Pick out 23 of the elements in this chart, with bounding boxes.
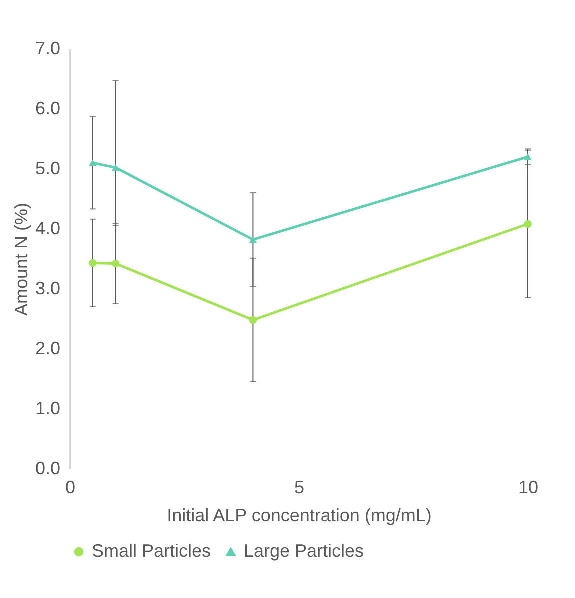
legend-label: Large Particles xyxy=(244,541,364,561)
y-tick-label: 7.0 xyxy=(35,38,60,58)
y-tick-label: 2.0 xyxy=(35,338,60,358)
y-tick-label: 1.0 xyxy=(35,398,60,418)
point xyxy=(89,259,97,268)
x-axis-title: Initial ALP concentration (mg/mL) xyxy=(167,506,432,526)
y-tick-label: 5.0 xyxy=(35,158,60,178)
point xyxy=(524,220,532,228)
point xyxy=(112,164,120,172)
y-axis-title: Amount N (%) xyxy=(11,202,32,316)
point xyxy=(249,236,258,244)
y-tick-label: 0.0 xyxy=(35,458,60,478)
point xyxy=(112,260,120,268)
x-tick-label: 5 xyxy=(294,478,305,498)
point xyxy=(89,160,97,166)
legend-label: Small Particles xyxy=(92,541,212,561)
point xyxy=(249,316,258,324)
y-tick-label: 4.0 xyxy=(35,218,60,238)
y-tick-label: 6.0 xyxy=(35,98,60,118)
x-tick-label: 10 xyxy=(518,478,539,498)
point xyxy=(524,154,532,160)
y-tick-label: 3.0 xyxy=(35,278,60,298)
x-tick-label: 0 xyxy=(65,478,76,498)
